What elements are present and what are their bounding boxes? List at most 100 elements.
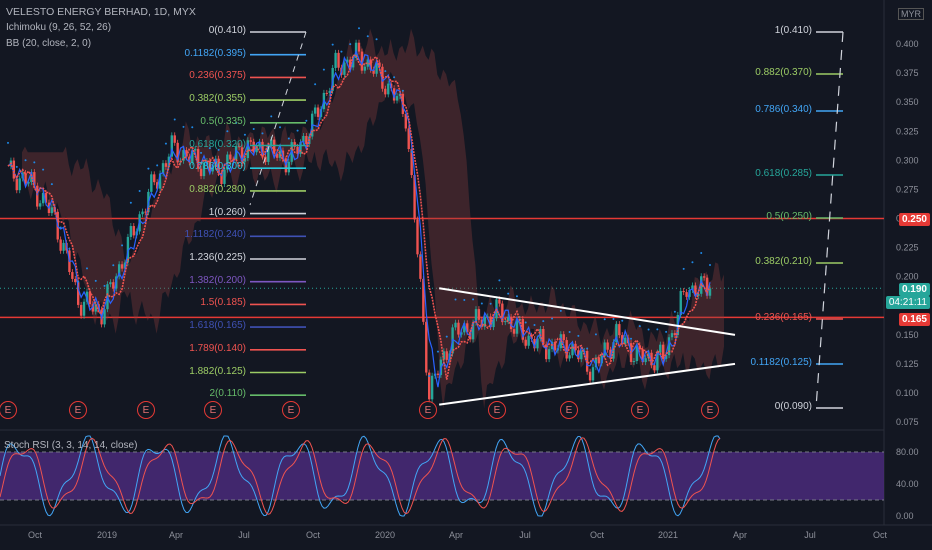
price-axis-tick: 0.375 — [896, 68, 919, 78]
candle — [41, 192, 45, 204]
time-axis-tick: Apr — [733, 530, 747, 540]
candle — [211, 166, 214, 172]
fib-left-label: 1.1182(0.240) — [184, 229, 246, 241]
trendline-upper[interactable] — [439, 287, 736, 336]
earnings-badge[interactable]: E — [701, 401, 719, 419]
price-axis-tick: 0.150 — [896, 330, 919, 340]
lagging-dot — [436, 350, 439, 353]
candle — [679, 291, 682, 315]
candle — [425, 321, 428, 373]
candle — [580, 351, 583, 360]
time-axis-tick: 2019 — [97, 530, 117, 540]
candle — [574, 343, 577, 351]
lagging-dot — [568, 330, 571, 333]
lagging-dot — [138, 189, 141, 192]
candle — [141, 211, 144, 215]
candle — [656, 352, 659, 371]
lagging-dot — [235, 121, 238, 124]
earnings-badge[interactable]: E — [0, 401, 17, 419]
trendline-lower[interactable] — [439, 362, 736, 406]
candle — [436, 373, 440, 375]
candle — [641, 349, 644, 363]
candle — [615, 324, 618, 343]
candle — [571, 343, 574, 356]
candle — [328, 90, 331, 93]
lagging-dot — [454, 298, 457, 301]
candle — [164, 163, 168, 167]
candle — [325, 92, 329, 94]
fib-left-label: 0.1182(0.395) — [184, 47, 246, 59]
lagging-dot — [226, 130, 229, 133]
candle — [533, 338, 536, 349]
ichimoku-legend[interactable]: Ichimoku (9, 26, 52, 26) — [6, 22, 112, 33]
candle — [670, 333, 674, 338]
candle — [15, 178, 18, 191]
lagging-dot — [59, 226, 62, 229]
candle — [91, 304, 95, 312]
lagging-dot — [410, 150, 413, 153]
earnings-badge[interactable]: E — [560, 401, 578, 419]
candle — [662, 344, 665, 359]
lagging-dot — [94, 279, 97, 282]
candle — [346, 59, 349, 63]
candle — [542, 328, 545, 345]
candle — [27, 182, 30, 184]
candle — [545, 344, 548, 360]
fib-right-label: 0.5(0.250) — [766, 211, 812, 222]
candle — [252, 141, 255, 153]
earnings-badge[interactable]: E — [488, 401, 506, 419]
lagging-dot — [182, 125, 185, 128]
lagging-dot — [656, 328, 659, 331]
candle — [144, 211, 147, 213]
lagging-dot — [700, 252, 703, 255]
fib-right-label: 0(0.090) — [774, 401, 812, 412]
candle — [185, 150, 188, 157]
stoch-rsi-legend[interactable]: Stoch RSI (3, 3, 14, 14, close) — [4, 440, 138, 451]
earnings-badge[interactable]: E — [69, 401, 87, 419]
candle — [369, 59, 372, 70]
candle — [50, 207, 54, 214]
earnings-badge[interactable]: E — [204, 401, 222, 419]
lagging-dot — [103, 284, 106, 287]
lagging-dot — [33, 161, 36, 164]
time-axis-tick: Apr — [449, 530, 463, 540]
candle — [103, 309, 106, 325]
currency-label[interactable]: MYR — [898, 8, 924, 20]
candle — [635, 345, 639, 362]
candle — [170, 135, 173, 157]
candle — [351, 57, 355, 68]
candle — [79, 304, 83, 316]
earnings-badge[interactable]: E — [631, 401, 649, 419]
lagging-dot — [533, 324, 536, 327]
candle — [568, 355, 571, 359]
candle — [375, 62, 378, 74]
candle — [208, 160, 212, 172]
candle — [664, 355, 668, 359]
bb-legend[interactable]: BB (20, close, 2, 0) — [6, 38, 92, 49]
candle — [632, 361, 636, 363]
candle — [74, 278, 77, 283]
fib-left-label: 0(0.410) — [208, 25, 246, 36]
candle — [264, 156, 267, 162]
time-axis-tick: Oct — [873, 530, 888, 540]
fib-right-label: 0.618(0.285) — [755, 168, 812, 179]
price-axis-tick: 0.400 — [896, 39, 919, 49]
candle — [623, 337, 627, 345]
candle — [334, 52, 337, 68]
lagging-dot — [50, 183, 53, 186]
candle — [378, 62, 381, 67]
lagging-dot — [129, 201, 132, 204]
earnings-badge[interactable]: E — [419, 401, 437, 419]
stoch-d-line — [0, 437, 721, 515]
candle — [153, 174, 156, 183]
earnings-badge[interactable]: E — [137, 401, 155, 419]
fib-left-label: 2(0.110) — [209, 388, 246, 400]
candle — [205, 160, 209, 163]
time-axis-tick: 2020 — [375, 530, 395, 540]
candle — [176, 142, 179, 163]
earnings-badge[interactable]: E — [282, 401, 300, 419]
candle — [38, 203, 42, 207]
lagging-dot — [200, 151, 203, 154]
